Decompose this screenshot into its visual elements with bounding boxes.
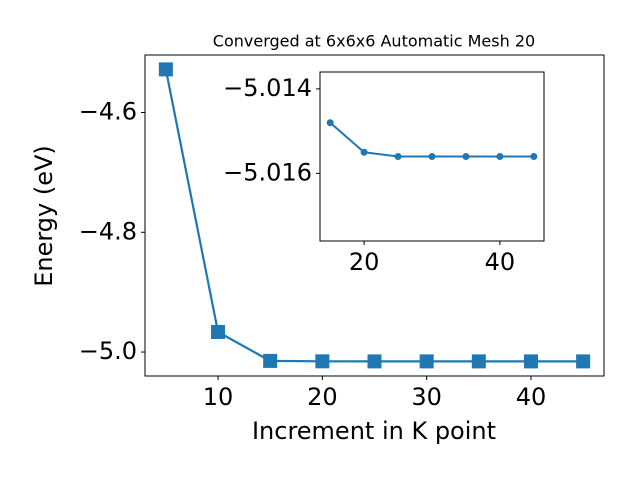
marker — [211, 324, 226, 339]
x-axis-label: Increment in K point — [252, 417, 496, 445]
marker — [471, 354, 486, 369]
x-tick-label: 20 — [349, 248, 380, 276]
y-tick-label: −4.6 — [79, 97, 137, 125]
x-tick-label: 10 — [203, 383, 234, 411]
marker — [263, 353, 278, 368]
marker — [394, 153, 402, 160]
marker — [360, 148, 368, 156]
marker — [576, 354, 591, 369]
x-tick-label: 30 — [411, 383, 442, 411]
y-tick-label: −5.014 — [223, 74, 312, 102]
marker — [326, 119, 334, 127]
marker — [428, 153, 436, 160]
x-tick-label: 40 — [485, 248, 516, 276]
marker — [419, 354, 434, 369]
y-axis-label: Energy (eV) — [30, 145, 58, 287]
y-tick-label: −4.8 — [79, 217, 137, 245]
marker — [367, 354, 382, 369]
marker — [315, 354, 330, 369]
x-tick-label: 40 — [516, 383, 547, 411]
x-tick-label: 20 — [307, 383, 338, 411]
marker — [158, 62, 173, 77]
chart-title: Converged at 6x6x6 Automatic Mesh 20 — [213, 32, 535, 51]
marker — [496, 153, 504, 160]
y-tick-label: −5.016 — [223, 158, 312, 186]
marker — [462, 153, 470, 160]
marker — [530, 153, 538, 160]
y-tick-label: −5.0 — [79, 337, 137, 365]
marker — [523, 354, 538, 369]
